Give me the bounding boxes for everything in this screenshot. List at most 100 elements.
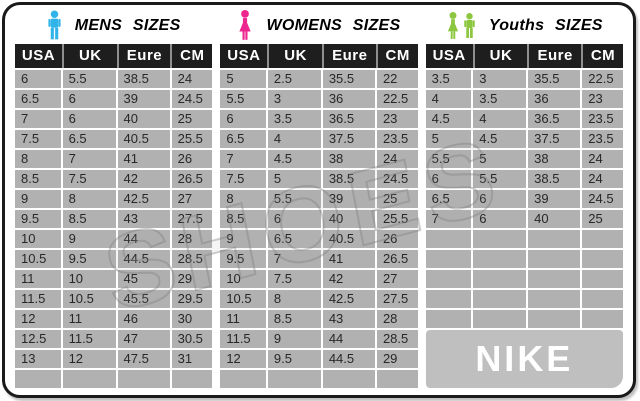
size-cell: 9.5 bbox=[267, 350, 321, 368]
size-cell: 7.5 bbox=[62, 170, 116, 188]
mens-size-table: USA UK Eure CM 6 5.5 38.5 24 6.5 6 39 24.5 7 6 40 25 7.5… bbox=[15, 44, 213, 388]
size-cell: 23.5 bbox=[582, 130, 623, 148]
size-cell: 10 bbox=[220, 270, 266, 288]
size-cell: 3.5 bbox=[425, 70, 472, 88]
size-cell: 23 bbox=[582, 90, 623, 108]
size-cell: 42 bbox=[322, 270, 375, 288]
size-cell: 12.5 bbox=[15, 330, 61, 348]
empty-cell bbox=[582, 230, 623, 248]
empty-cell bbox=[582, 270, 623, 288]
size-cell: 42.5 bbox=[117, 190, 170, 208]
size-cell: 36 bbox=[528, 90, 581, 108]
size-cell: 36.5 bbox=[322, 110, 375, 128]
size-cell: 10.5 bbox=[220, 290, 266, 308]
size-cell: 8 bbox=[267, 290, 321, 308]
size-cell: 26 bbox=[376, 230, 418, 248]
size-cell: 26.5 bbox=[376, 250, 418, 268]
size-cell: 8.5 bbox=[267, 310, 321, 328]
size-cell: 28 bbox=[376, 310, 418, 328]
size-cell: 7.5 bbox=[267, 270, 321, 288]
size-cell: 44.5 bbox=[322, 350, 375, 368]
size-cell: 3.5 bbox=[473, 90, 527, 108]
size-cell: 30.5 bbox=[171, 330, 213, 348]
column-header-cm: CM bbox=[170, 44, 212, 68]
empty-cell bbox=[473, 290, 527, 308]
empty-cell bbox=[582, 290, 623, 308]
empty-cell bbox=[425, 230, 472, 248]
size-cell: 6 bbox=[15, 70, 61, 88]
size-cell: 24.5 bbox=[582, 190, 623, 208]
size-cell: 27 bbox=[376, 270, 418, 288]
size-cell: 41 bbox=[322, 250, 375, 268]
size-cell: 5 bbox=[220, 70, 266, 88]
size-cell: 28 bbox=[171, 230, 213, 248]
size-cell: 35.5 bbox=[528, 70, 581, 88]
column-header-row: USA UK Eure CM bbox=[15, 44, 213, 68]
size-cell: 12 bbox=[220, 350, 266, 368]
empty-cell bbox=[528, 250, 581, 268]
size-cell: 6 bbox=[425, 170, 472, 188]
size-cell: 9 bbox=[15, 190, 61, 208]
empty-cell bbox=[473, 270, 527, 288]
size-cell: 28.5 bbox=[171, 250, 213, 268]
size-cell: 42 bbox=[117, 170, 170, 188]
size-cell: 24 bbox=[171, 70, 213, 88]
size-cell: 5.5 bbox=[425, 150, 472, 168]
size-cell: 7 bbox=[267, 250, 321, 268]
size-cell: 25 bbox=[376, 190, 418, 208]
size-cell: 23 bbox=[376, 110, 418, 128]
size-cell: 39 bbox=[528, 190, 581, 208]
size-cell: 30 bbox=[171, 310, 213, 328]
size-cell: 9 bbox=[220, 230, 266, 248]
size-cell: 5 bbox=[425, 130, 472, 148]
size-cell: 9 bbox=[267, 330, 321, 348]
size-cell: 22 bbox=[376, 70, 418, 88]
size-cell: 24.5 bbox=[376, 170, 418, 188]
empty-cell bbox=[425, 290, 472, 308]
size-cell: 6.5 bbox=[267, 230, 321, 248]
empty-cell bbox=[528, 310, 581, 328]
size-cell: 40.5 bbox=[322, 230, 375, 248]
size-cell: 25.5 bbox=[376, 210, 418, 228]
empty-cell bbox=[267, 370, 321, 388]
size-cell: 4.5 bbox=[267, 150, 321, 168]
size-cell: 24.5 bbox=[171, 90, 213, 108]
size-cell: 8.5 bbox=[15, 170, 61, 188]
size-cell: 27.5 bbox=[171, 210, 213, 228]
size-cell: 40 bbox=[322, 210, 375, 228]
size-cell: 10 bbox=[15, 230, 61, 248]
size-cell: 4 bbox=[473, 110, 527, 128]
mens-title-row: MENS SIZES bbox=[15, 7, 212, 44]
size-cell: 38 bbox=[322, 150, 375, 168]
column-header-eure: Eure bbox=[527, 44, 581, 68]
size-cell: 36 bbox=[322, 90, 375, 108]
size-cell: 6 bbox=[220, 110, 266, 128]
male-icon bbox=[47, 10, 62, 41]
size-cell: 7.5 bbox=[220, 170, 266, 188]
size-cell: 11.5 bbox=[15, 290, 61, 308]
children-icon bbox=[446, 11, 476, 40]
size-cell: 25.5 bbox=[171, 130, 213, 148]
size-cell: 23.5 bbox=[582, 110, 623, 128]
size-cell: 8 bbox=[220, 190, 266, 208]
size-cell: 44.5 bbox=[117, 250, 170, 268]
column-header-uk: UK bbox=[62, 44, 117, 68]
size-cell: 13 bbox=[15, 350, 61, 368]
size-cell: 35.5 bbox=[322, 70, 375, 88]
youths-title: Youths SIZES bbox=[488, 16, 603, 34]
section-mens: MENS SIZES USA UK Eure CM 6 5.5 38.5 24 6.5 6 39 24… bbox=[15, 7, 213, 395]
size-cell: 8 bbox=[62, 190, 116, 208]
size-cell: 24 bbox=[376, 150, 418, 168]
size-cell: 36.5 bbox=[528, 110, 581, 128]
size-cell: 45.5 bbox=[117, 290, 170, 308]
empty-cell bbox=[473, 310, 527, 328]
size-cell: 24 bbox=[582, 170, 623, 188]
size-cell: 6 bbox=[473, 190, 527, 208]
column-header-row: USA UK Eure CM bbox=[425, 44, 623, 68]
size-cell: 29 bbox=[376, 350, 418, 368]
column-header-usa: USA bbox=[432, 47, 466, 64]
youths-size-table: USA UK Eure CM 3.5 3 35.5 22.5 4 3.5 36 23 4.5 4 36.5 2… bbox=[425, 44, 623, 328]
size-cell: 8.5 bbox=[62, 210, 116, 228]
size-cell: 40 bbox=[528, 210, 581, 228]
size-cell: 8 bbox=[15, 150, 61, 168]
